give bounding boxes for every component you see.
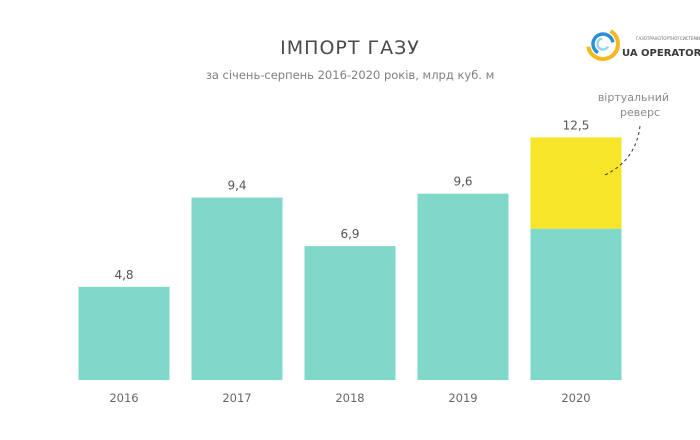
annotation-virtual-reverse: віртуальний реверс xyxy=(598,91,669,176)
x-tick-2018: 2018 xyxy=(335,391,364,405)
ua-operator-logo: UA OPERATOR ГАЗОТРАНСПОРТНОЇ СИСТЕМИ xyxy=(586,27,700,61)
value-label-2018: 6,9 xyxy=(340,227,359,241)
bar-2019 xyxy=(417,193,509,380)
value-label-2017: 9,4 xyxy=(227,179,246,193)
bar-2020 xyxy=(530,228,622,380)
x-tick-2016: 2016 xyxy=(109,391,138,405)
annotation-line-2: реверс xyxy=(620,106,660,119)
annotation-line-1: віртуальний xyxy=(598,91,669,104)
logo-brand-text: UA OPERATOR xyxy=(622,48,700,59)
logo-brand-subtext: ГАЗОТРАНСПОРТНОЇ СИСТЕМИ xyxy=(636,36,700,41)
value-label-2019: 9,6 xyxy=(453,175,472,189)
bars-group xyxy=(78,137,622,380)
bar-2016 xyxy=(78,286,170,380)
x-tick-labels-group: 2016 2017 2018 2019 2020 xyxy=(109,391,590,405)
x-tick-2020: 2020 xyxy=(561,391,590,405)
bar-2020-virtual-reverse xyxy=(530,137,622,229)
value-labels-group: 4,8 9,4 6,9 9,6 12,5 xyxy=(114,118,589,281)
chart-title: ІМПОРТ ГАЗУ xyxy=(280,37,420,59)
x-tick-2017: 2017 xyxy=(222,391,251,405)
x-tick-2019: 2019 xyxy=(448,391,477,405)
annotation-leader-line xyxy=(604,125,641,176)
bar-2018 xyxy=(304,246,396,380)
logo-ring-outer xyxy=(586,27,620,61)
chart-subtitle: за січень-серпень 2016-2020 років, млрд … xyxy=(206,68,495,82)
bar-2017 xyxy=(191,197,283,380)
logo-ring-middle xyxy=(591,32,615,56)
value-label-2020: 12,5 xyxy=(563,118,590,132)
value-label-2016: 4,8 xyxy=(114,268,133,282)
logo-ring-inner xyxy=(596,37,610,51)
